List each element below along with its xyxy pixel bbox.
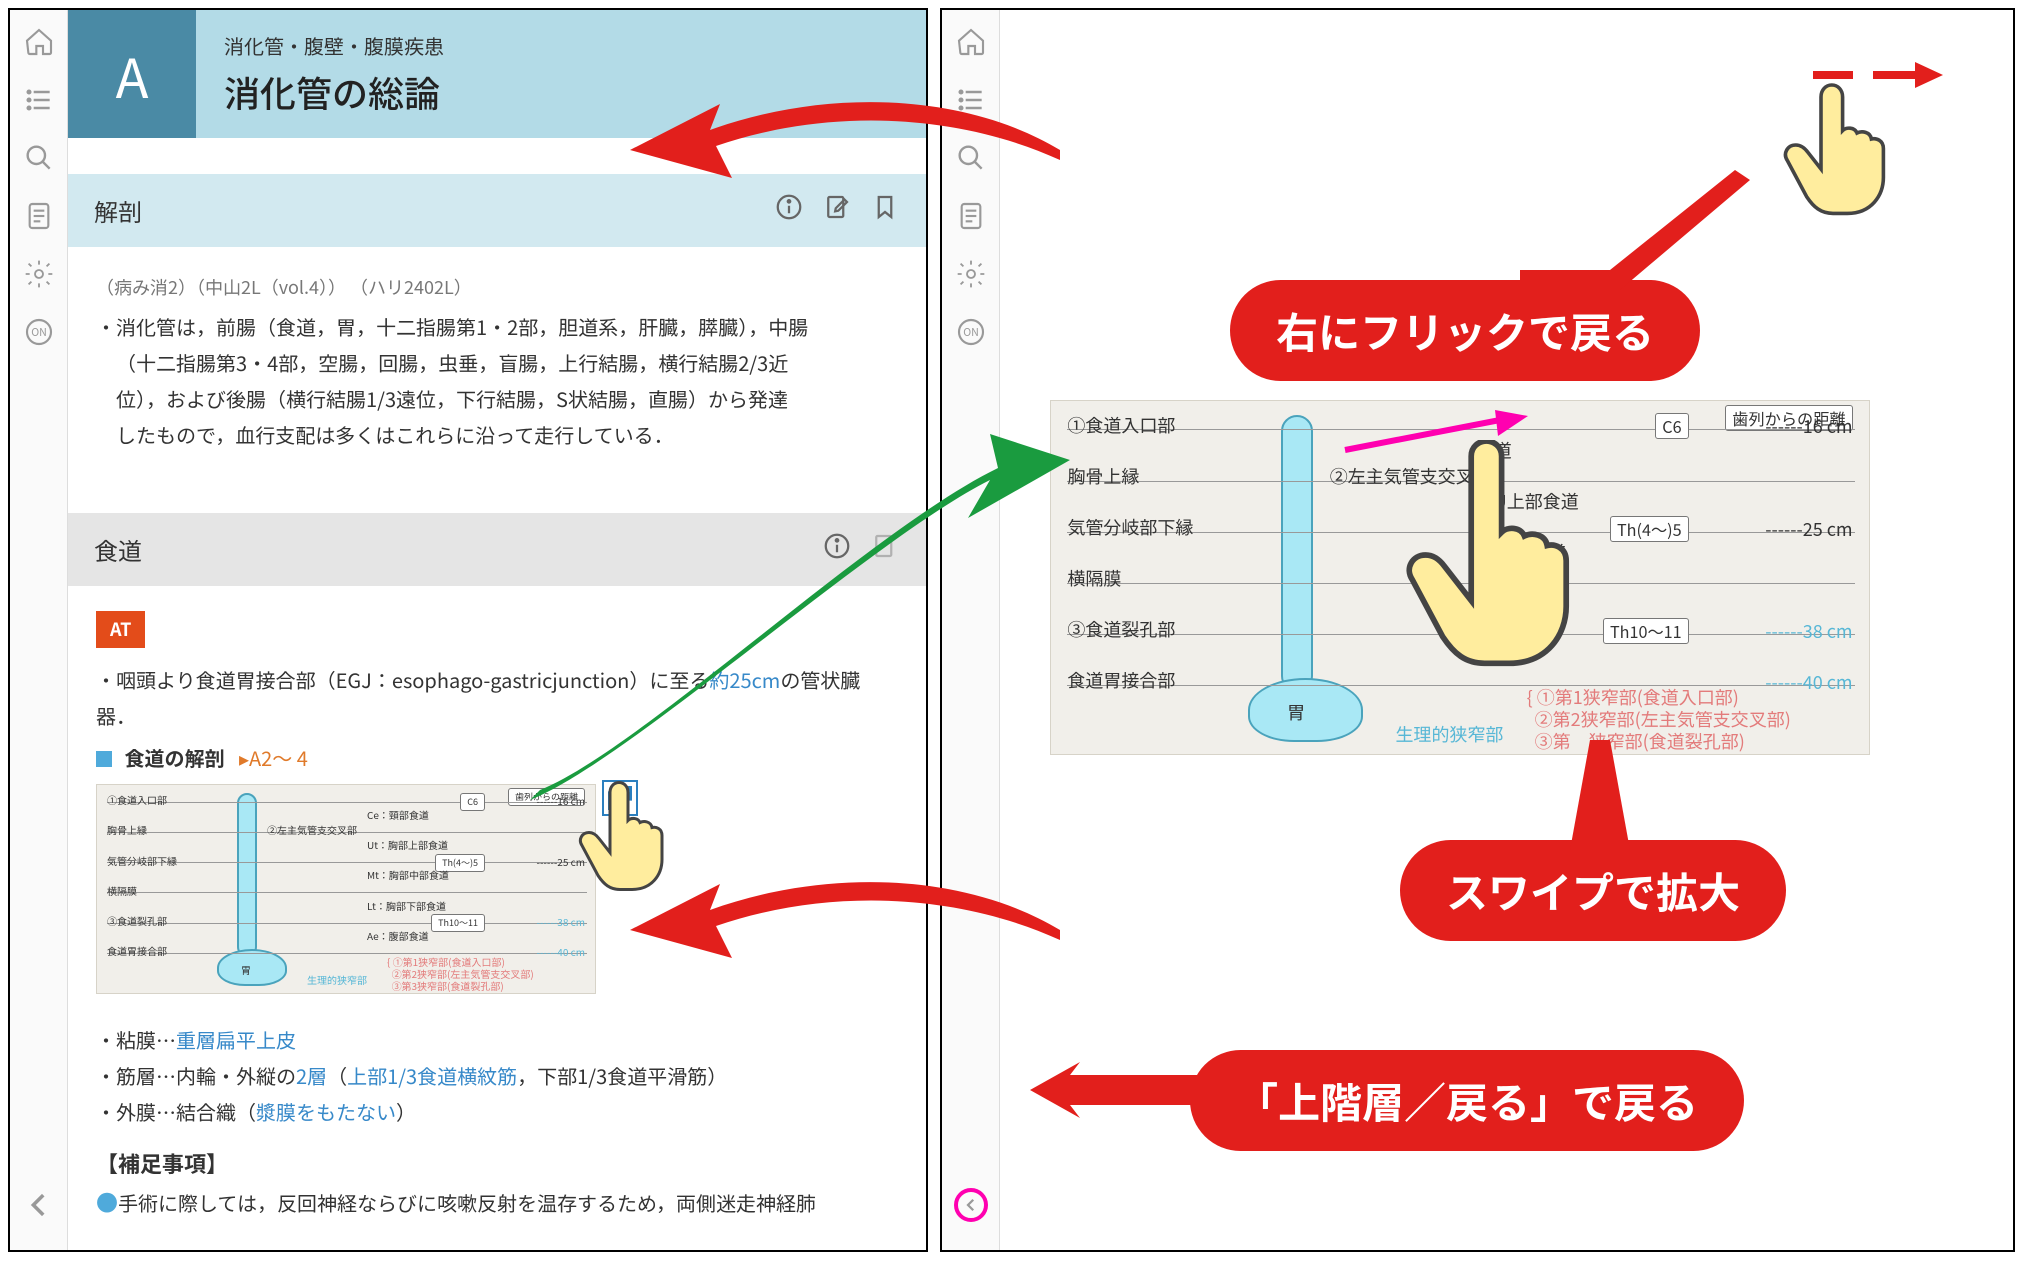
supplement-text: 手術に際しては，反回神経ならびに咳嗽反射を温存するため，両側迷走神経肺 [118,1188,816,1217]
power-icon[interactable]: ON [23,316,55,348]
home-icon[interactable] [955,26,987,58]
note-icon[interactable] [870,531,900,568]
list-icon[interactable] [23,84,55,116]
text: （ [327,1061,347,1090]
text: ・粘膜… [96,1025,176,1054]
section-title: 食道 [94,532,142,567]
diagram-ref[interactable]: ▸A2〜 4 [239,743,308,772]
anatomy-body: （病み消2）（中山2L（vol.4）） （ハリ2402L） ・消化管は，前腸（食… [68,247,926,477]
link-serosa[interactable]: 漿膜をもたない [256,1097,396,1126]
text: ・筋層…内輪・外縦の [96,1061,296,1090]
sidebar: ON [942,10,1000,1250]
body-line: したもので，血行支配は多くはこれらに沿って走行している． [96,417,898,453]
link-25cm[interactable]: 約25cm [709,665,780,694]
bullet-square-icon [96,751,112,767]
home-icon[interactable] [23,26,55,58]
references: （病み消2）（中山2L（vol.4）） （ハリ2402L） [96,271,898,303]
link-epithelium[interactable]: 重層扁平上皮 [176,1025,296,1054]
callout-back: 「上階層／戻る」で戻る [1190,1050,1744,1151]
chapter-header: A 消化管・腹壁・腹膜疾患 消化管の総論 [68,10,926,138]
esophagus-body: AT ・咽頭より食道胃接合部（EGJ：esophago-gastricjunct… [68,586,926,1247]
body-line: ・消化管は，前腸（食道，胃，十二指腸第1・2部，胆道系，肝臓，膵臓），中腸 [96,309,898,345]
section-anatomy[interactable]: 解剖 [68,174,926,247]
back-button[interactable] [22,1188,56,1222]
link-2layer[interactable]: 2層 [296,1061,327,1090]
list-icon[interactable] [955,84,987,116]
power-icon[interactable]: ON [955,316,987,348]
body-line: 位），および後腸（横行結腸1/3遠位，下行結腸，S状結腸，直腸）から発達 [96,381,898,417]
callout-swipe: スワイプで拡大 [1400,840,1786,941]
sidebar: ON [10,10,68,1250]
section-title: 解剖 [94,193,142,228]
text: ・外膜…結合織（ [96,1097,256,1126]
search-icon[interactable] [23,142,55,174]
link-upper[interactable]: 上部1/3食道横紋筋 [347,1061,517,1090]
swipe-arrow-icon [1340,410,1530,466]
bullet-dot-icon: ● [96,1186,118,1218]
at-tag: AT [96,611,145,647]
text: ・咽頭より食道胃接合部（EGJ：esophago-gastricjunction… [96,665,709,694]
info-icon[interactable] [774,192,804,229]
content-area: A 消化管・腹壁・腹膜疾患 消化管の総論 解剖 （病み消2）（中山2L（vol.… [68,10,926,1250]
info-icon[interactable] [822,531,852,568]
note-icon[interactable] [822,192,852,229]
diagram-title: 食道の解剖 [124,743,224,772]
flick-arrow-icon [1803,50,1943,106]
section-esophagus[interactable]: 食道 [68,513,926,586]
svg-text:ON: ON [963,325,979,340]
expand-icon[interactable] [602,780,638,816]
body-line: （十二指腸第3・4部，空腸，回腸，虫垂，盲腸，上行結腸，横行結腸2/3近 [96,345,898,381]
callout-flick: 右にフリックで戻る [1230,280,1700,381]
back-button-highlighted[interactable] [954,1188,988,1222]
search-icon[interactable] [955,142,987,174]
text: ） [396,1097,416,1126]
document-icon[interactable] [23,200,55,232]
svg-text:ON: ON [31,325,47,340]
gear-icon[interactable] [23,258,55,290]
gear-icon[interactable] [955,258,987,290]
bookmark-icon[interactable] [870,192,900,229]
text: ，下部1/3食道平滑筋） [517,1061,727,1090]
chapter-badge: A [68,10,196,138]
chapter-category: 消化管・腹壁・腹膜疾患 [224,31,444,60]
app-panel-list-view: ON A 消化管・腹壁・腹膜疾患 消化管の総論 解剖 （病み消2）（中山2L（v… [8,8,928,1252]
chapter-title: 消化管の総論 [224,66,444,118]
esophagus-diagram-thumb[interactable]: 胃歯列からの距離①食道入口部C6Ce：頸部食道------16 cm胸骨上縁②左… [96,784,596,994]
document-icon[interactable] [955,200,987,232]
supplement-heading: 【補足事項】 [96,1144,898,1184]
